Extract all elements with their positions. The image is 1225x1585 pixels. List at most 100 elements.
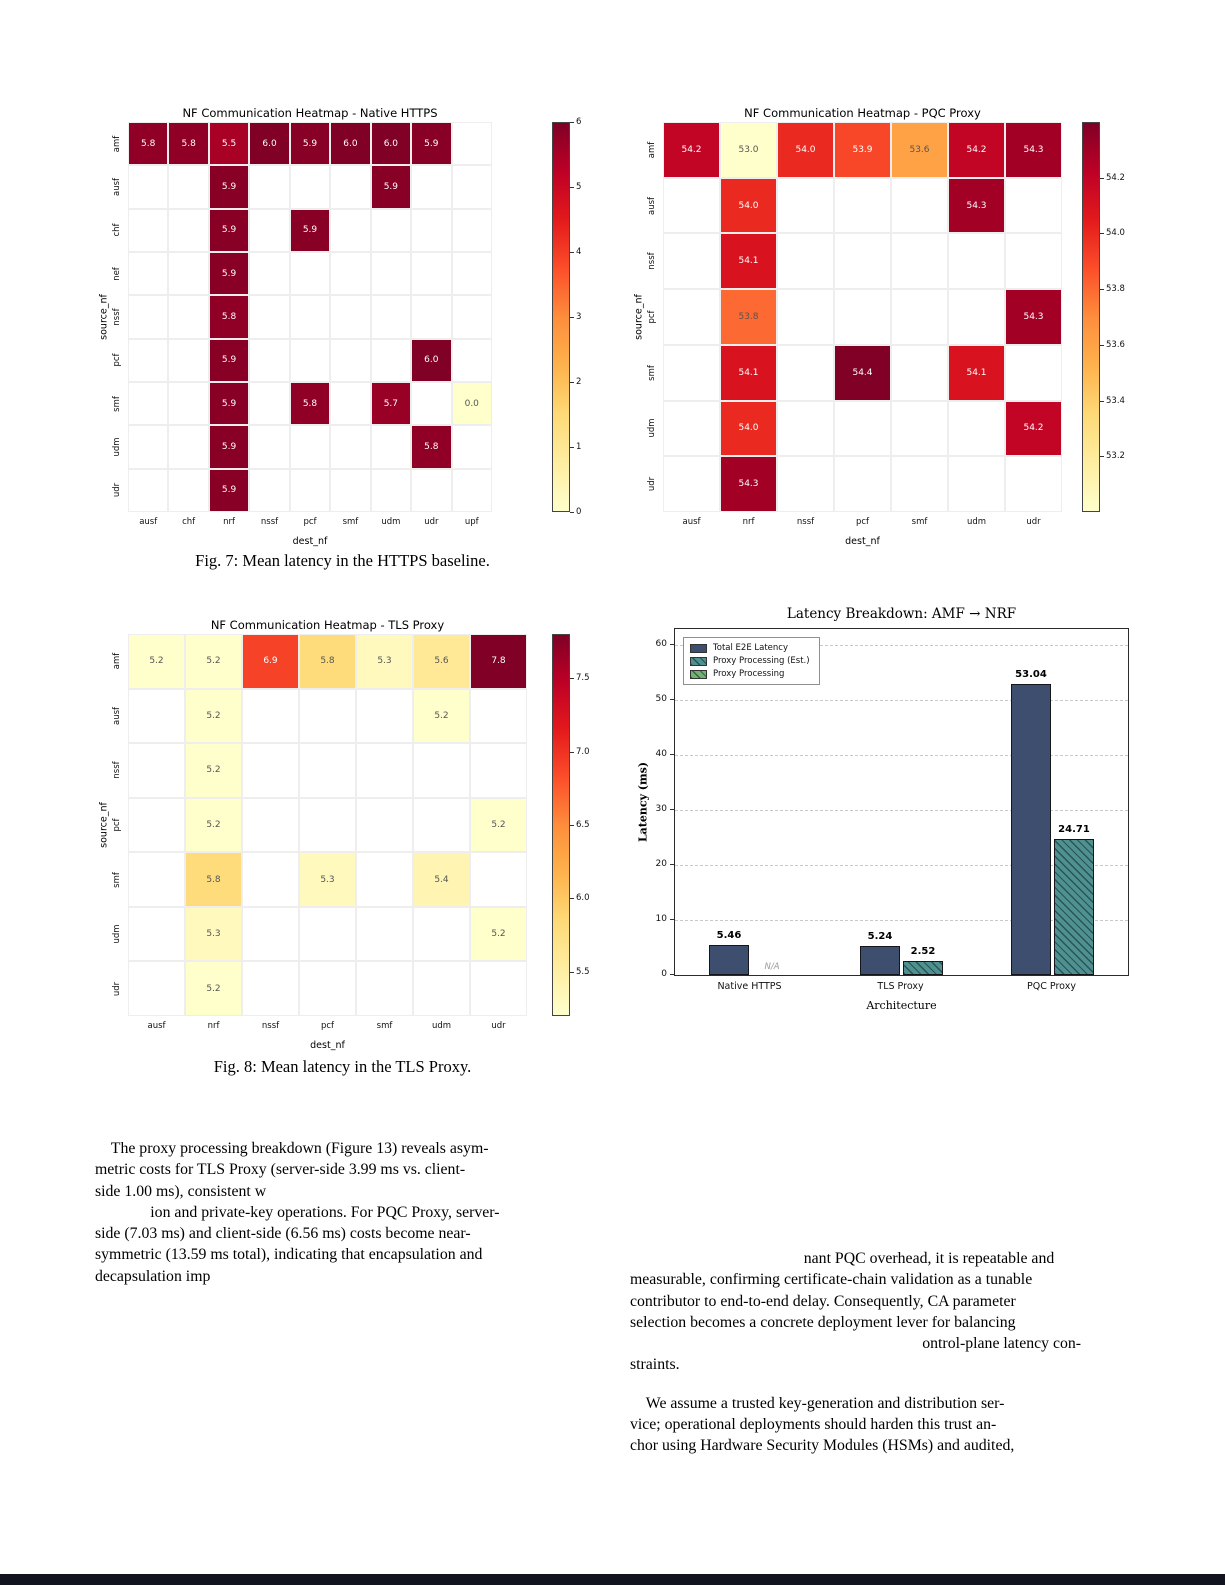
- heatmap-cell: 53.8: [720, 289, 777, 345]
- heatmap-cell: [330, 165, 371, 209]
- x-tick-label: PQC Proxy: [1027, 981, 1076, 992]
- heatmap-cell: [1005, 233, 1062, 290]
- heatmap-cell: [663, 177, 720, 234]
- heatmap-cell-value: 5.9: [302, 225, 318, 236]
- y-tick-label: pcf: [647, 310, 657, 324]
- legend-label: Total E2E Latency: [713, 643, 789, 653]
- body-text-line: decapsulation imp: [95, 1267, 211, 1285]
- heatmap-cell-value: 7.8: [491, 656, 506, 667]
- heatmap-cell: [470, 961, 527, 1016]
- heatmap-cell-value: 54.2: [681, 144, 702, 155]
- heatmap-cell: [470, 852, 527, 907]
- legend-item: Proxy Processing: [690, 669, 810, 679]
- y-tick-label: amf: [647, 141, 657, 159]
- y-tick-label: amf: [112, 653, 122, 670]
- page-footer-bar: [0, 1574, 1225, 1585]
- colorbar-tick: [1100, 233, 1104, 235]
- heatmap-cell-value: 5.9: [221, 355, 237, 366]
- heatmap-cell-value: 5.2: [206, 983, 221, 994]
- heatmap-cell-value: 54.2: [1023, 423, 1044, 434]
- heatmap-cell: 5.9: [289, 208, 331, 252]
- x-tick-label: ausf: [147, 1021, 166, 1031]
- body-text-line: ontrol-plane latency con-: [630, 1335, 1082, 1353]
- heatmap-cell-value: 5.9: [302, 138, 318, 149]
- heatmap-cell-value: 5.3: [206, 929, 221, 940]
- heatmap-cell: 5.9: [208, 425, 250, 469]
- body-text-line: symmetric (13.59 ms total), indicating t…: [95, 1246, 483, 1264]
- heatmap-cell-value: 5.3: [320, 874, 335, 885]
- heatmap-cell: [249, 208, 290, 252]
- heatmap-cell: [249, 165, 290, 209]
- y-tick-label: nssf: [112, 308, 122, 326]
- heatmap-cell: [356, 852, 413, 907]
- heatmap-cell: [470, 743, 527, 798]
- heatmap-cell: [451, 425, 492, 469]
- x-tick-label: nssf: [796, 517, 815, 527]
- y-tick-label: udm: [647, 418, 657, 438]
- colorbar-tick-label: 3: [576, 312, 582, 322]
- heatmap-cell-value: 54.3: [738, 479, 759, 490]
- colorbar-tick: [570, 122, 574, 123]
- heatmap-cell: 5.9: [208, 468, 250, 512]
- x-axis-label: dest_nf: [310, 1040, 345, 1051]
- heatmap-cell: [289, 295, 331, 339]
- heatmap-cell-value: 5.5: [221, 138, 237, 149]
- heatmap-cell: [330, 338, 371, 382]
- y-tick: [670, 974, 674, 975]
- missing-bar-label: N/A: [764, 962, 780, 972]
- heatmap-cell: [777, 177, 834, 234]
- heatmap-cell-value: 6.0: [343, 138, 358, 149]
- body-text-line: ion and private-key operations. For PQC …: [95, 1203, 500, 1221]
- chart-title: NF Communication Heatmap - Native HTTPS: [182, 106, 438, 120]
- heatmap-cell-value: 5.9: [221, 268, 237, 279]
- y-tick-label: ausf: [647, 196, 657, 215]
- colorbar-tick-label: 2: [576, 377, 582, 387]
- heatmap-cell: 5.8: [128, 122, 169, 166]
- colorbar-tick-label: 7.5: [576, 673, 590, 684]
- y-tick-label: udm: [112, 924, 122, 944]
- heatmap-cell: [168, 468, 209, 512]
- body-text-line: We assume a trusted key-generation and d…: [630, 1394, 1005, 1412]
- heatmap-cell: [356, 906, 413, 962]
- y-tick-label: nef: [112, 266, 122, 281]
- heatmap-cell-value: 54.4: [852, 367, 873, 378]
- colorbar-tick: [570, 252, 574, 253]
- x-tick-label: udr: [424, 517, 439, 527]
- colorbar-tick-label: 0: [576, 507, 582, 517]
- figure-7-heatmap-native-https: NF Communication Heatmap - Native HTTPS …: [95, 100, 590, 550]
- legend-item: Total E2E Latency: [690, 643, 810, 653]
- heatmap-cell: [249, 425, 290, 469]
- heatmap-cell-value: 5.9: [221, 225, 237, 236]
- heatmap-cell: [834, 456, 891, 512]
- heatmap-cell: [891, 456, 948, 512]
- heatmap-cell-value: 53.8: [738, 311, 759, 322]
- y-tick-label: 50: [655, 694, 667, 705]
- y-tick-label: amf: [112, 135, 122, 152]
- y-tick-label: 0: [661, 969, 667, 979]
- colorbar-tick-label: 54.0: [1106, 228, 1125, 239]
- colorbar-tick: [570, 317, 574, 318]
- heatmap-cell: [413, 906, 470, 962]
- heatmap-cell: [249, 295, 290, 339]
- y-tick-label: ausf: [112, 706, 122, 725]
- heatmap-cell: [411, 295, 452, 339]
- heatmap-cell: 53.6: [891, 122, 948, 178]
- colorbar-tick-label: 5: [576, 182, 582, 192]
- heatmap-cell: [128, 252, 169, 296]
- heatmap-cell: [834, 289, 891, 345]
- heatmap-cell: [356, 688, 413, 744]
- heatmap-cell: [168, 382, 209, 426]
- heatmap-cell-value: 5.2: [206, 819, 221, 830]
- body-text-line: selection becomes a concrete deployment …: [630, 1313, 1016, 1331]
- x-tick-label: smf: [911, 517, 928, 527]
- x-tick-label: nssf: [260, 517, 279, 527]
- heatmap-cell: [948, 233, 1005, 290]
- heatmap-cell-value: 5.8: [181, 138, 196, 149]
- figure-8-caption: Fig. 8: Mean latency in the TLS Proxy.: [213, 1057, 472, 1076]
- heatmap-cell: [663, 289, 720, 345]
- heatmap-cell-value: 54.1: [966, 367, 987, 378]
- heatmap-cell: 54.0: [777, 122, 834, 178]
- heatmap-cell-value: 5.3: [377, 656, 392, 667]
- heatmap-cell: [413, 797, 470, 853]
- heatmap-grid: 54.2 53.0 54.0 53.9 53.6 54.2 54.3 54.0 54.3 54.1…: [663, 122, 1062, 512]
